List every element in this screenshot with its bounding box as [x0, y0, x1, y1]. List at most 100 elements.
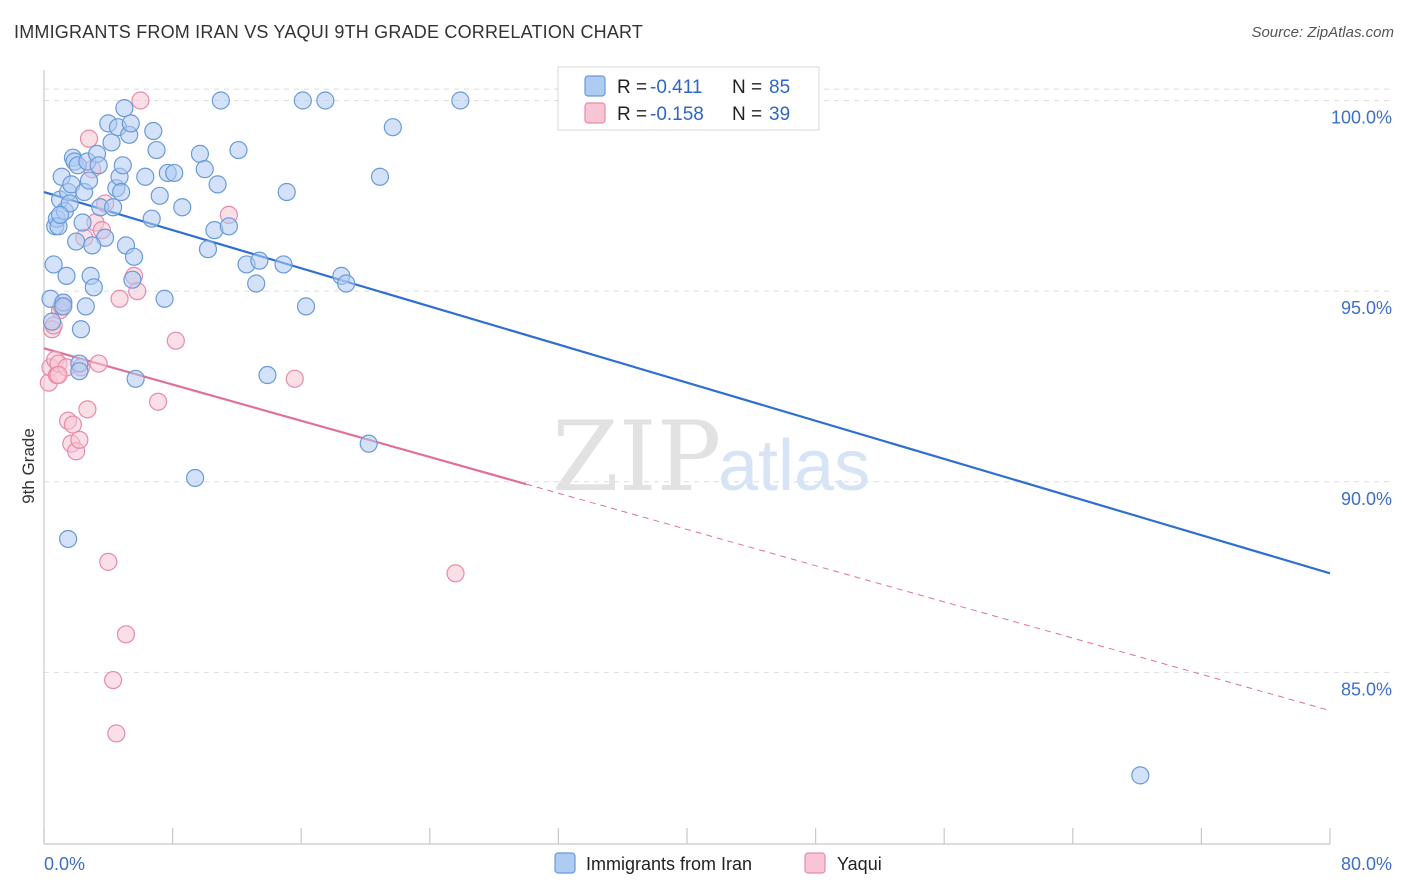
iran-point	[89, 156, 108, 175]
yaqui-points	[39, 91, 465, 743]
iran-point	[198, 240, 218, 259]
y-tick-labels: 85.0% 90.0% 95.0% 100.0%	[1331, 108, 1392, 700]
legend-r-value-iran: -0.411	[650, 77, 702, 98]
legend-swatch-iran	[584, 75, 606, 97]
legend-n-label-iran: N =	[732, 77, 762, 98]
iran-trend-line	[43, 190, 1331, 575]
yaqui-point	[89, 354, 108, 373]
legend-n-value-yaqui: 39	[769, 104, 790, 125]
iran-points	[41, 91, 1150, 785]
yaqui-point	[446, 564, 465, 583]
iran-point	[173, 198, 192, 217]
iran-point	[142, 209, 161, 228]
yaqui-trend-line	[43, 347, 527, 486]
iran-point	[195, 160, 214, 179]
iran-point	[147, 140, 166, 160]
iran-point	[124, 247, 144, 266]
iran-point	[44, 255, 63, 274]
iran-point	[1131, 766, 1150, 785]
watermark-atlas: atlas	[718, 426, 870, 506]
iran-point	[67, 232, 86, 251]
iran-point	[123, 270, 142, 289]
y-axis-label: 9th Grade	[19, 428, 38, 504]
legend-n-value-iran: 85	[769, 77, 790, 98]
legend-swatch-yaqui	[584, 102, 606, 124]
yaqui-point	[104, 670, 123, 690]
watermark-zip: ZIP	[552, 401, 721, 513]
legend-r-value-yaqui: -0.158	[650, 104, 704, 125]
iran-point	[57, 266, 76, 285]
iran-point	[250, 251, 269, 270]
iran-point	[155, 289, 174, 308]
legend-r-label-iran: R =	[617, 77, 647, 98]
gridlines	[44, 88, 1394, 673]
x-tick-labels: 0.0% 80.0%	[44, 854, 1392, 874]
iran-point	[150, 186, 169, 205]
iran-point	[76, 297, 95, 316]
iran-point	[71, 320, 91, 339]
bottom-legend: Immigrants from Iran Yaqui	[554, 852, 882, 874]
iran-point	[451, 91, 470, 110]
x-tick-label-min: 0.0%	[44, 854, 85, 874]
iran-point	[113, 156, 132, 175]
iran-point	[104, 198, 123, 217]
yaqui-trend-line-extension	[526, 483, 1331, 712]
x-tick-label-max: 80.0%	[1341, 854, 1392, 874]
iran-point	[121, 114, 140, 133]
yaqui-point	[166, 331, 185, 350]
iran-point	[383, 118, 402, 137]
iran-point	[50, 205, 70, 224]
yaqui-point	[78, 400, 97, 419]
iran-point	[274, 255, 293, 274]
yaqui-point	[116, 625, 136, 644]
y-tick-label: 85.0%	[1341, 679, 1392, 699]
bottom-legend-label-iran: Immigrants from Iran	[586, 854, 752, 874]
iran-point	[219, 217, 238, 236]
iran-point	[54, 297, 73, 316]
legend: R = -0.411 N = 85 R = -0.158 N = 39	[557, 66, 820, 131]
yaqui-point	[63, 415, 83, 434]
iran-point	[136, 167, 155, 186]
iran-point	[258, 365, 277, 385]
iran-point	[112, 182, 131, 202]
iran-point	[277, 182, 296, 202]
chart-source: Source: ZipAtlas.com	[1251, 24, 1394, 41]
iran-point	[359, 434, 378, 453]
iran-point	[102, 133, 121, 152]
bottom-legend-label-yaqui: Yaqui	[837, 854, 882, 874]
yaqui-point	[149, 392, 168, 411]
iran-point	[370, 167, 390, 186]
chart-title: IMMIGRANTS FROM IRAN VS YAQUI 9TH GRADE …	[14, 22, 644, 42]
iran-point	[247, 274, 266, 293]
iran-point	[337, 274, 356, 293]
y-tick-label: 100.0%	[1331, 108, 1392, 128]
yaqui-point	[70, 430, 89, 449]
iran-point	[144, 121, 163, 141]
iran-point	[126, 369, 145, 388]
yaqui-point	[110, 289, 129, 308]
iran-point	[190, 144, 210, 163]
legend-n-label-yaqui: N =	[732, 104, 762, 125]
yaqui-point	[49, 365, 68, 385]
iran-point	[83, 236, 102, 255]
iran-point	[296, 297, 316, 316]
bottom-legend-swatch-iran	[554, 852, 576, 874]
y-tick-label: 95.0%	[1341, 298, 1392, 318]
axes	[43, 70, 1331, 845]
iran-point	[73, 213, 92, 232]
iran-point	[316, 91, 335, 110]
iran-point	[165, 163, 184, 183]
iran-point	[293, 91, 312, 110]
iran-point	[70, 362, 89, 381]
legend-r-label-yaqui: R =	[617, 104, 647, 125]
iran-point	[186, 468, 205, 488]
yaqui-point	[99, 552, 118, 571]
iran-point	[211, 91, 230, 110]
yaqui-point	[79, 129, 99, 148]
iran-point	[115, 99, 134, 118]
iran-point	[229, 140, 248, 160]
iran-point	[84, 278, 103, 297]
iran-point	[79, 171, 99, 190]
iran-point	[42, 312, 62, 331]
